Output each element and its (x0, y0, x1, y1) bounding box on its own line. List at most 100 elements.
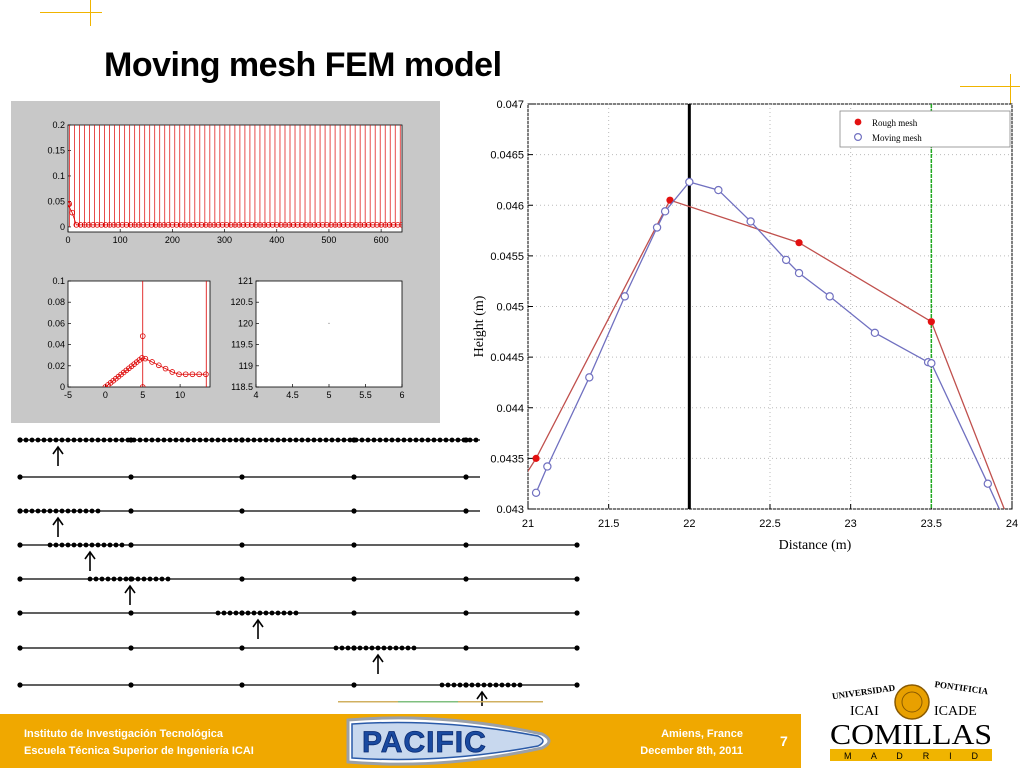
data-point (328, 222, 334, 228)
mesh-node (351, 682, 357, 688)
data-point (378, 222, 384, 228)
data-point (390, 222, 397, 228)
mesh-node-dense (131, 437, 137, 443)
data-point (119, 222, 126, 228)
main-line-chart: 21 21.5 22 22.5 23 23.5 24 0.043 0.0435 0.044 0.04… (472, 99, 1023, 553)
seal-icon (894, 684, 930, 720)
mesh-node-dense (293, 610, 299, 616)
y-tick-label: 0.0435 (490, 453, 524, 465)
mesh-node-dense (41, 437, 47, 443)
mesh-node-dense (185, 437, 191, 443)
mesh-node-dense (167, 437, 173, 443)
mesh-node (128, 474, 134, 480)
data-point (357, 222, 364, 228)
mesh-node-dense (123, 576, 129, 582)
mesh-node-dense (129, 576, 135, 582)
data-point (219, 222, 226, 228)
mesh-node-dense (125, 437, 131, 443)
mesh-node-dense (87, 576, 93, 582)
data-point (399, 222, 402, 228)
mesh-node-dense (345, 645, 351, 651)
mesh-node-dense (257, 610, 263, 616)
comillas-logo: UNIVERSIDAD PONTIFICIA ICAI ICADE COMILL… (830, 679, 992, 761)
subplot-top-y-tick-label: 0.2 (52, 120, 65, 130)
mesh-node-dense (147, 576, 153, 582)
mesh-node-dense (299, 437, 305, 443)
subplot-top-x-tick-label: 200 (165, 235, 180, 245)
mesh-node-dense (149, 437, 155, 443)
subplot-bottom-right-x-tick-label: 5.5 (359, 390, 372, 400)
mesh-node-dense (377, 437, 383, 443)
subplot-bottom-right-data (328, 322, 330, 324)
mesh-node-dense (275, 437, 281, 443)
mesh-node-dense (439, 682, 445, 688)
mesh-node (128, 610, 134, 616)
arrow-head (52, 516, 64, 526)
mesh-node (17, 474, 23, 480)
data-point (286, 222, 293, 228)
mesh-node-dense (467, 437, 473, 443)
mesh-node (574, 645, 580, 651)
mesh-node-dense (461, 437, 467, 443)
mesh-node-dense (245, 437, 251, 443)
mesh-node-dense (155, 437, 161, 443)
mesh-node (463, 645, 469, 651)
mesh-node-dense (425, 437, 431, 443)
mesh-node-dense (359, 437, 365, 443)
data-point-moving (660, 207, 670, 216)
subplot-bottom-left-x-tick-label: 5 (140, 390, 145, 400)
series-line-rough-mesh (528, 199, 1005, 509)
data-point-rough (1016, 546, 1023, 553)
y-tick-label: 0.0455 (490, 251, 524, 263)
mesh-node-dense (263, 437, 269, 443)
mesh-node-dense (173, 437, 179, 443)
data-point (90, 222, 96, 228)
mesh-node (239, 576, 245, 582)
data-point (142, 355, 149, 362)
subplot-bottom-right-y-tick-label: 121 (238, 276, 253, 286)
data-point-moving (714, 185, 723, 195)
data-point (311, 222, 318, 228)
mesh-node (463, 508, 469, 514)
pacific-logo-text: PACIFIC (362, 726, 487, 759)
mesh-node-dense (419, 437, 425, 443)
mesh-node (17, 645, 23, 651)
data-point (211, 222, 217, 228)
arrow-head (84, 550, 96, 560)
data-point-moving (927, 359, 936, 368)
data-point (106, 222, 113, 228)
mesh-node-dense (107, 437, 113, 443)
mesh-node-dense (431, 437, 437, 443)
arrow-head (476, 690, 488, 700)
data-point (365, 222, 372, 228)
mesh-node-dense (329, 437, 335, 443)
mesh-node-dense (347, 437, 353, 443)
mesh-node-dense (113, 437, 119, 443)
mesh-node-dense (493, 682, 499, 688)
mesh-node-dense (119, 437, 125, 443)
mesh-node-dense (23, 508, 29, 514)
mesh-node-dense (29, 437, 35, 443)
data-point (257, 222, 263, 228)
data-point (336, 222, 343, 228)
mesh-node-dense (449, 437, 455, 443)
data-point-moving (794, 268, 804, 278)
y-tick-label: 0.044 (496, 403, 524, 415)
mesh-node-dense (89, 508, 95, 514)
data-point (202, 222, 209, 228)
data-point (294, 222, 301, 228)
x-tick-label: 23.5 (921, 518, 942, 530)
mesh-node-dense (23, 437, 29, 443)
mesh-node-dense (215, 437, 221, 443)
mesh-node-dense (107, 542, 113, 548)
pacific-logo: PACIFIC (346, 716, 551, 766)
mesh-node-dense (47, 508, 53, 514)
data-point (194, 222, 201, 228)
mesh-node (128, 542, 134, 548)
data-point (139, 384, 146, 387)
mesh-node-dense (99, 576, 105, 582)
mesh-node-dense (333, 645, 339, 651)
x-tick-label: 21.5 (598, 518, 619, 530)
mesh-node (239, 682, 245, 688)
subplot-bottom-right-x-tick-label: 4 (253, 390, 258, 400)
